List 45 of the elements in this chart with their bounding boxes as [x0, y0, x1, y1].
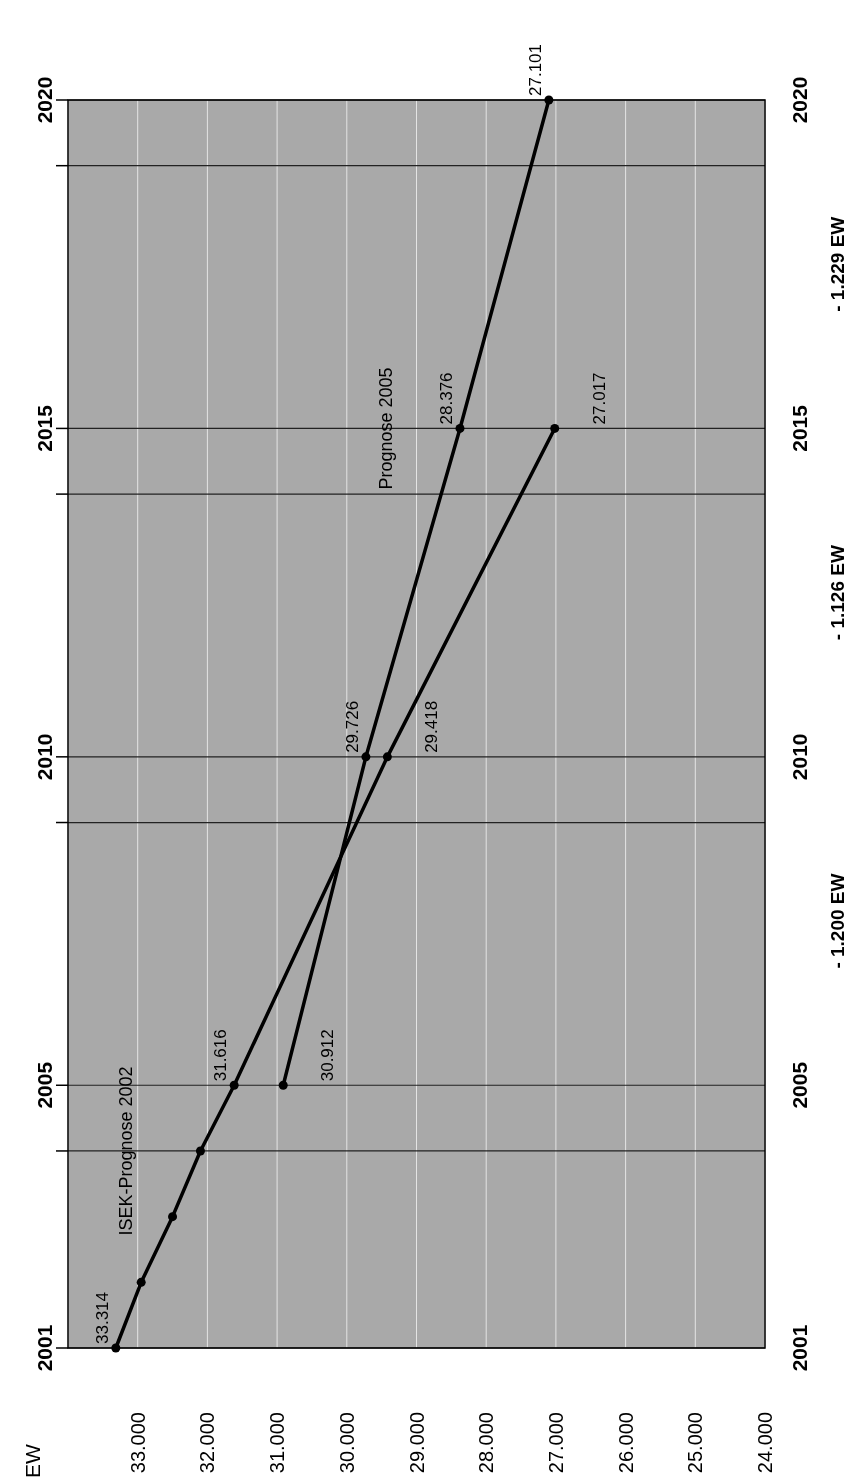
annotation: 27.101 [525, 44, 545, 96]
point [278, 1080, 288, 1090]
point [382, 752, 392, 762]
annotation: 29.418 [422, 700, 442, 753]
x-tick-label: 28.000 [475, 1412, 498, 1474]
x-tick-label: 26.000 [614, 1412, 637, 1474]
x-tick-label: 25.000 [684, 1412, 707, 1474]
text: - 1.229 EW [827, 216, 848, 312]
point [111, 1343, 121, 1353]
annotation: 28.376 [436, 372, 456, 425]
text: EW [21, 1443, 44, 1478]
x-tick-label: 33.000 [126, 1412, 149, 1474]
y-tick-label: 2020 [33, 76, 56, 124]
point [168, 1212, 178, 1222]
point [550, 423, 560, 433]
text: - 1.200 EW [827, 873, 848, 969]
y2-tick-label: 2010 [788, 733, 811, 781]
x-tick-label: 27.000 [544, 1412, 567, 1474]
x-tick-label: 32.000 [196, 1412, 219, 1474]
annotation: 33.314 [92, 1292, 112, 1344]
y-tick-label: 2005 [33, 1061, 56, 1109]
point [136, 1277, 146, 1287]
point [361, 752, 371, 762]
y-tick-label: 2015 [33, 404, 56, 452]
annotation: 27.017 [589, 372, 609, 425]
y2-tick-label: 2001 [788, 1324, 811, 1372]
y2-tick-label: 2005 [788, 1061, 811, 1109]
text: Prognose 2005 [375, 367, 396, 490]
x-tick-label: 29.000 [405, 1412, 428, 1474]
annotation: 30.912 [318, 1029, 338, 1082]
x-tick-label: 30.000 [335, 1412, 358, 1474]
point [195, 1146, 205, 1156]
x-tick-label: 24.000 [754, 1412, 776, 1474]
y-tick-label: 2010 [33, 733, 56, 781]
text: ISEK-Prognose 2002 [116, 1066, 137, 1236]
y2-tick-label: 2020 [788, 76, 811, 124]
x-tick-label: 31.000 [266, 1412, 289, 1474]
point [455, 423, 465, 433]
text: - 1.126 EW [827, 545, 848, 641]
annotation: 31.616 [211, 1029, 231, 1082]
y-tick-label: 2001 [33, 1324, 56, 1372]
point [544, 95, 554, 105]
y2-tick-label: 2015 [788, 404, 811, 452]
point [229, 1080, 239, 1090]
annotation: 29.726 [342, 700, 362, 753]
